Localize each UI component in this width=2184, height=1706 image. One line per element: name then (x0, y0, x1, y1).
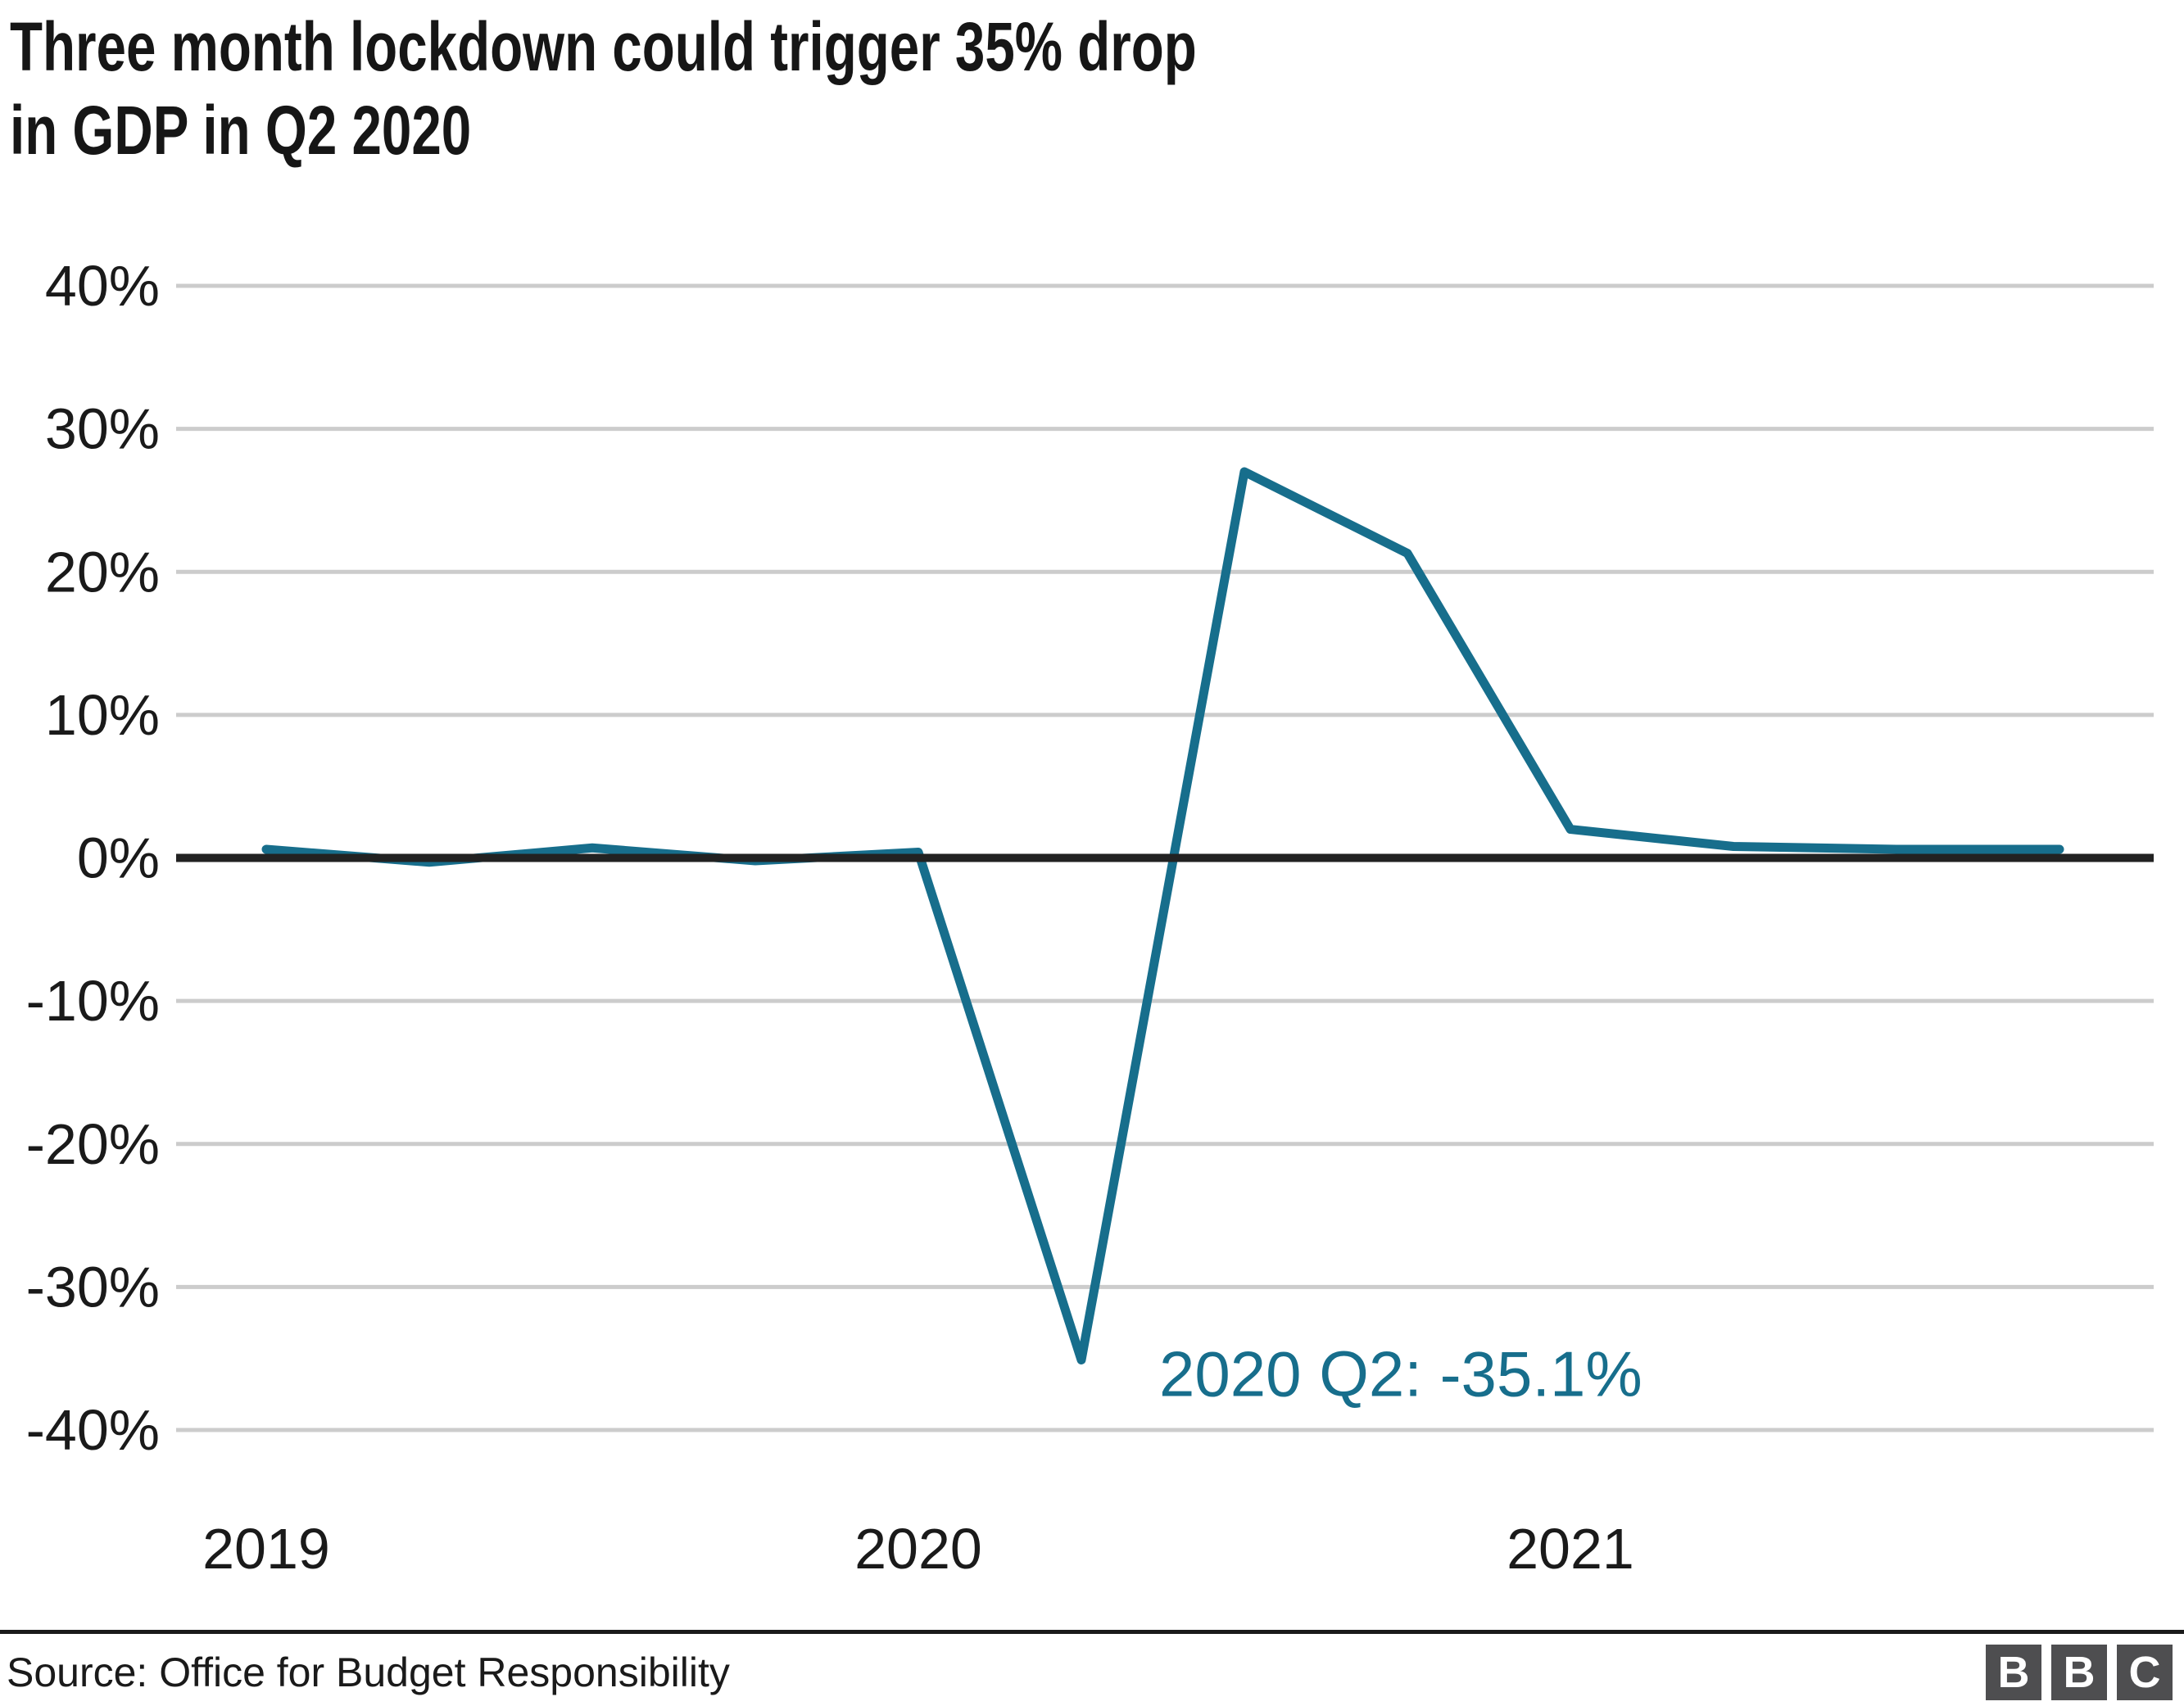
y-tick-label--10: -10% (26, 969, 160, 1033)
bbc-logo-letter-2: B (2051, 1645, 2107, 1700)
y-tick-label-40: 40% (45, 254, 160, 318)
chart-title: Three month lockdown could trigger 35% d… (10, 5, 1197, 173)
bbc-logo: B B C (1986, 1645, 2173, 1700)
x-tick-label-2021: 2021 (1507, 1517, 1634, 1581)
y-tick-label-30: 30% (45, 397, 160, 461)
x-tick-label-2020: 2020 (854, 1517, 982, 1581)
bbc-logo-letter-1: B (1986, 1645, 2041, 1700)
y-tick-label--40: -40% (26, 1398, 160, 1462)
bbc-logo-letter-3: C (2117, 1645, 2173, 1700)
source-label: Source: Office for Budget Responsibility (7, 1649, 730, 1695)
trough-annotation: 2020 Q2: -35.1% (1159, 1337, 1643, 1410)
chart-title-line2: in GDP in Q2 2020 (10, 92, 472, 170)
y-tick-label--20: -20% (26, 1112, 160, 1176)
y-tick-label-10: 10% (45, 683, 160, 747)
y-tick-label--30: -30% (26, 1255, 160, 1319)
chart-title-line1: Three month lockdown could trigger 35% d… (10, 8, 1197, 85)
y-tick-label-0: 0% (77, 826, 160, 890)
x-tick-label-2019: 2019 (202, 1517, 330, 1581)
y-tick-label-20: 20% (45, 540, 160, 604)
footer-divider (0, 1630, 2184, 1634)
footer: Source: Office for Budget Responsibility… (0, 1634, 2184, 1706)
gdp-series-line (261, 467, 2064, 1364)
